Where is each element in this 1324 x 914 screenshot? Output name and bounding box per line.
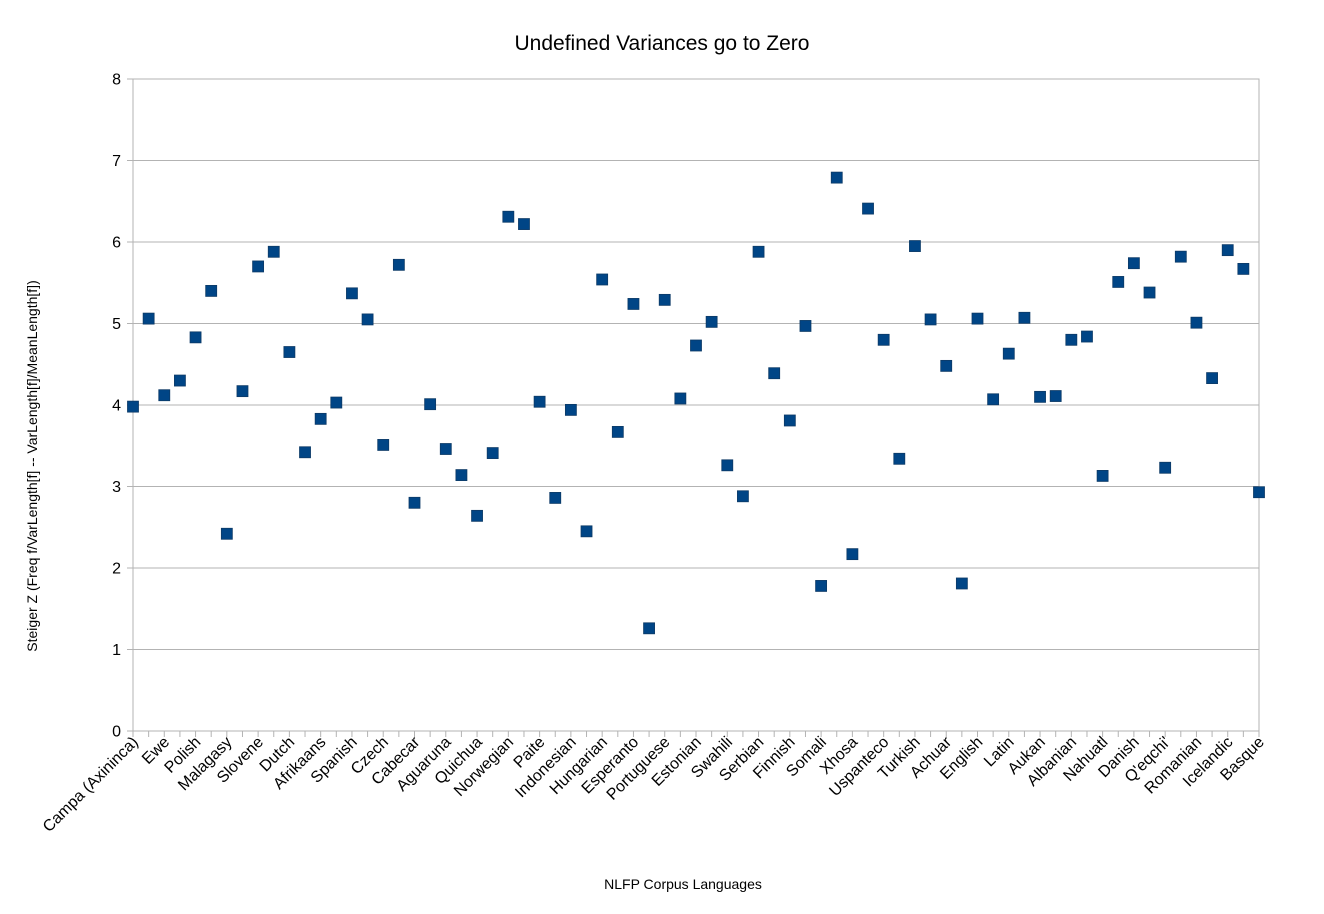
data-point	[424, 398, 437, 411]
data-point	[1096, 470, 1109, 482]
data-point	[564, 403, 577, 416]
data-point	[799, 320, 812, 332]
data-point	[643, 622, 655, 635]
data-point	[815, 580, 828, 592]
data-point	[768, 367, 781, 380]
data-point	[1143, 286, 1156, 299]
data-point	[283, 346, 296, 358]
data-point	[236, 385, 249, 398]
data-point	[987, 393, 1000, 406]
data-point	[909, 240, 921, 252]
y-tick-label: 7	[112, 153, 121, 170]
data-point	[596, 273, 609, 286]
data-point	[142, 312, 155, 325]
y-tick-label: 8	[112, 72, 121, 89]
data-point	[455, 469, 468, 481]
data-point	[955, 577, 968, 590]
data-point	[877, 333, 890, 346]
data-point	[486, 447, 499, 459]
data-point	[862, 202, 874, 215]
y-axis-title: Steiger Z (Freq f/VarLength[f] -- VarLen…	[24, 280, 40, 651]
data-point	[1018, 311, 1031, 324]
data-point	[314, 412, 327, 425]
data-point	[361, 313, 374, 326]
data-point	[174, 374, 186, 387]
x-tick-label: Campa (Axininca)	[40, 734, 142, 836]
data-point	[439, 443, 452, 455]
data-point	[1081, 330, 1093, 343]
data-point	[752, 245, 765, 258]
data-point	[299, 446, 311, 459]
x-axis-title: NLFP Corpus Languages	[604, 876, 762, 892]
data-point	[674, 392, 687, 405]
y-tick-label: 0	[112, 724, 121, 741]
data-point	[1127, 257, 1140, 270]
data-point	[330, 396, 343, 409]
data-point	[1253, 486, 1265, 499]
data-point	[1237, 262, 1250, 275]
data-point	[690, 339, 702, 352]
data-point	[611, 425, 624, 438]
y-tick-label: 4	[112, 398, 121, 415]
data-point	[392, 258, 405, 271]
x-axis-ticks: Campa (Axininca)EwePolishMalagasySlovene…	[40, 731, 1268, 836]
data-point	[471, 509, 483, 522]
y-tick-label: 2	[112, 561, 121, 578]
data-point	[924, 313, 937, 326]
data-point	[830, 171, 843, 184]
data-point	[1002, 347, 1015, 360]
y-tick-label: 5	[112, 316, 121, 333]
data-point	[502, 210, 515, 223]
data-point	[846, 548, 859, 561]
y-axis-ticks: 0 1 2 3 4 5 6 7 8	[112, 72, 133, 741]
data-point	[205, 284, 218, 297]
data-point	[971, 312, 984, 325]
data-point	[721, 459, 734, 472]
data-point	[127, 400, 139, 413]
data-point	[580, 525, 593, 538]
data-point	[940, 359, 953, 372]
data-point	[1190, 316, 1203, 329]
data-point	[658, 293, 671, 306]
data-point	[549, 492, 562, 504]
data-point	[627, 298, 640, 310]
data-point	[377, 439, 390, 451]
y-tick-label: 1	[112, 642, 121, 659]
data-point	[1049, 390, 1062, 402]
data-point	[1065, 333, 1078, 346]
data-point	[705, 315, 718, 328]
data-point	[1034, 390, 1046, 403]
data-point	[346, 287, 358, 300]
data-points	[127, 171, 1265, 635]
y-tick-label: 6	[112, 235, 121, 252]
data-point	[408, 496, 421, 509]
data-point	[189, 331, 202, 344]
data-point	[518, 218, 530, 230]
data-point	[220, 527, 233, 540]
data-point	[1159, 461, 1172, 474]
data-point	[1174, 250, 1187, 263]
data-point	[783, 414, 796, 427]
y-tick-label: 3	[112, 479, 121, 496]
gridlines	[133, 160, 1259, 650]
data-point	[1221, 244, 1234, 257]
chart-title: Undefined Variances go to Zero	[515, 32, 810, 55]
data-point	[533, 395, 546, 408]
data-point	[158, 389, 171, 402]
data-point	[1206, 372, 1218, 385]
data-point	[737, 490, 749, 503]
data-point	[893, 452, 906, 465]
data-point	[252, 260, 265, 273]
data-point	[267, 245, 280, 258]
data-point	[1112, 276, 1125, 288]
